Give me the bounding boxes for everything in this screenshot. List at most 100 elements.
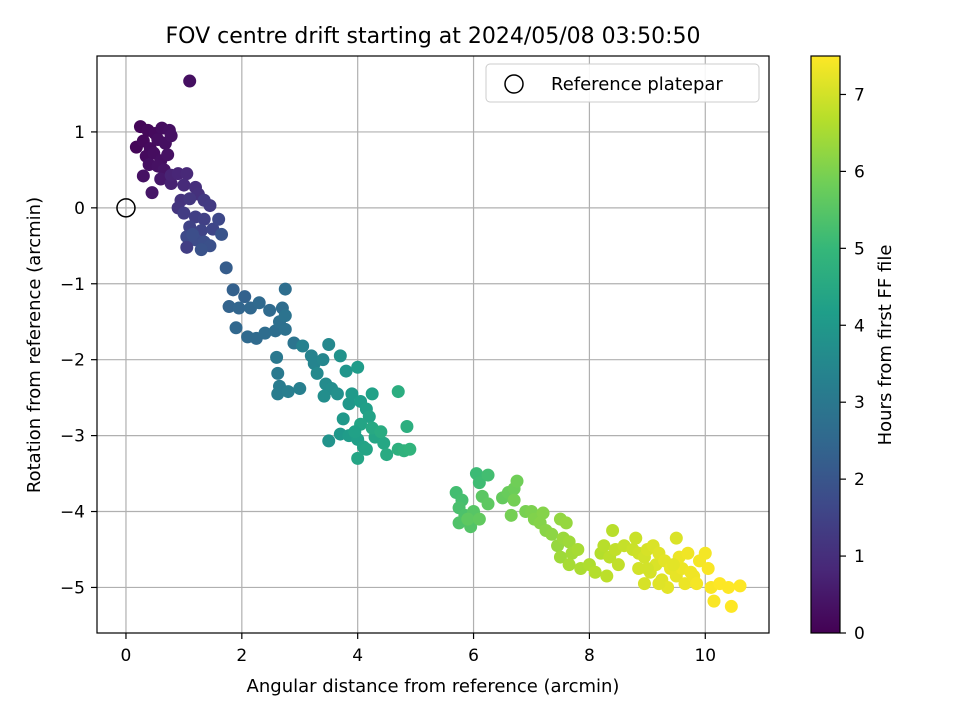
data-point [611, 558, 625, 572]
data-point [472, 476, 486, 490]
data-point [637, 577, 651, 591]
data-point [238, 290, 252, 304]
x-tick-label: 8 [584, 646, 595, 666]
data-point [296, 339, 310, 353]
data-point [203, 199, 217, 213]
data-point [707, 594, 721, 608]
data-point [180, 240, 194, 254]
colorbar-tick-label: 0 [854, 624, 865, 644]
data-point [345, 387, 359, 401]
x-axis-ticks: 0 2 4 6 8 10 [121, 633, 716, 666]
colorbar-tick-label: 4 [854, 316, 865, 336]
data-point [177, 206, 191, 220]
data-point [215, 227, 229, 241]
legend-box [485, 63, 760, 103]
grid [97, 56, 769, 633]
data-point [263, 303, 277, 317]
data-point [481, 497, 495, 511]
data-point [281, 385, 295, 399]
y-tick-label: 1 [74, 123, 85, 143]
colorbar-tick-label: 2 [854, 470, 865, 490]
legend-marker-icon [504, 74, 524, 94]
data-point [252, 296, 266, 310]
data-point [310, 366, 324, 380]
colorbar: 0 1 2 3 4 5 6 7 Hours from first FF file [810, 55, 896, 644]
data-point [194, 243, 208, 257]
data-point [536, 506, 550, 520]
data-point [681, 546, 695, 560]
data-point [391, 385, 405, 399]
data-point [374, 425, 388, 439]
data-point [461, 512, 475, 526]
x-axis-label: Angular distance from reference (arcmin) [247, 676, 620, 697]
data-point [278, 309, 292, 323]
data-point [600, 569, 614, 583]
y-tick-label: −5 [60, 578, 85, 598]
data-point [629, 531, 643, 545]
data-point [481, 468, 495, 482]
y-tick-label: 0 [74, 199, 85, 219]
data-point [359, 442, 373, 456]
data-point [507, 493, 521, 507]
data-point [701, 561, 715, 575]
data-point [258, 326, 272, 340]
data-point [733, 579, 747, 593]
legend: Reference platepar [485, 63, 760, 103]
data-point [698, 546, 712, 560]
data-point [377, 436, 391, 450]
data-point [197, 212, 211, 226]
colorbar-gradient [810, 55, 841, 634]
data-point [678, 577, 692, 591]
data-point [588, 565, 602, 579]
y-tick-label: −1 [60, 275, 85, 295]
data-point [545, 527, 559, 541]
data-point [724, 599, 738, 613]
data-point [666, 558, 680, 572]
data-point [278, 322, 292, 336]
legend-entry-label: Reference platepar [551, 74, 723, 95]
reference-point-marker [116, 198, 136, 218]
y-axis-ticks: −5 −4 −3 −2 −1 0 1 [60, 123, 97, 598]
y-tick-label: −4 [60, 503, 85, 523]
data-point [322, 434, 336, 448]
data-point [380, 448, 394, 462]
data-point [365, 387, 379, 401]
colorbar-tick-label: 5 [854, 239, 865, 259]
data-point [271, 366, 285, 380]
data-point [559, 516, 573, 530]
data-point [652, 577, 666, 591]
data-point [154, 172, 168, 186]
data-point [336, 412, 350, 426]
data-point [348, 425, 362, 439]
data-point [161, 148, 175, 162]
data-point [333, 349, 347, 363]
colorbar-label: Hours from first FF file [875, 245, 896, 446]
data-point [270, 350, 284, 364]
data-point [669, 531, 683, 545]
data-point [553, 550, 567, 564]
x-tick-label: 2 [236, 646, 247, 666]
data-point [186, 227, 200, 241]
y-axis-label: Rotation from reference (arcmin) [24, 197, 45, 493]
data-point [212, 212, 226, 226]
colorbar-tick-label: 6 [854, 162, 865, 182]
data-point [164, 129, 178, 143]
data-point [690, 577, 704, 591]
x-tick-label: 4 [352, 646, 363, 666]
data-point [183, 192, 197, 206]
data-point [316, 353, 330, 367]
data-point [229, 321, 243, 335]
x-tick-label: 10 [694, 646, 716, 666]
plot-frame [96, 55, 770, 634]
y-tick-label: −2 [60, 351, 85, 371]
data-point [400, 419, 414, 433]
data-point [351, 360, 365, 374]
colorbar-tick-label: 7 [854, 85, 865, 105]
data-point [271, 387, 285, 401]
chart-title: FOV centre drift starting at 2024/05/08 … [166, 24, 701, 49]
data-point [145, 186, 159, 200]
data-point [472, 512, 486, 526]
data-point [219, 261, 233, 275]
colorbar-ticks: 0 1 2 3 4 5 6 7 [840, 85, 865, 644]
